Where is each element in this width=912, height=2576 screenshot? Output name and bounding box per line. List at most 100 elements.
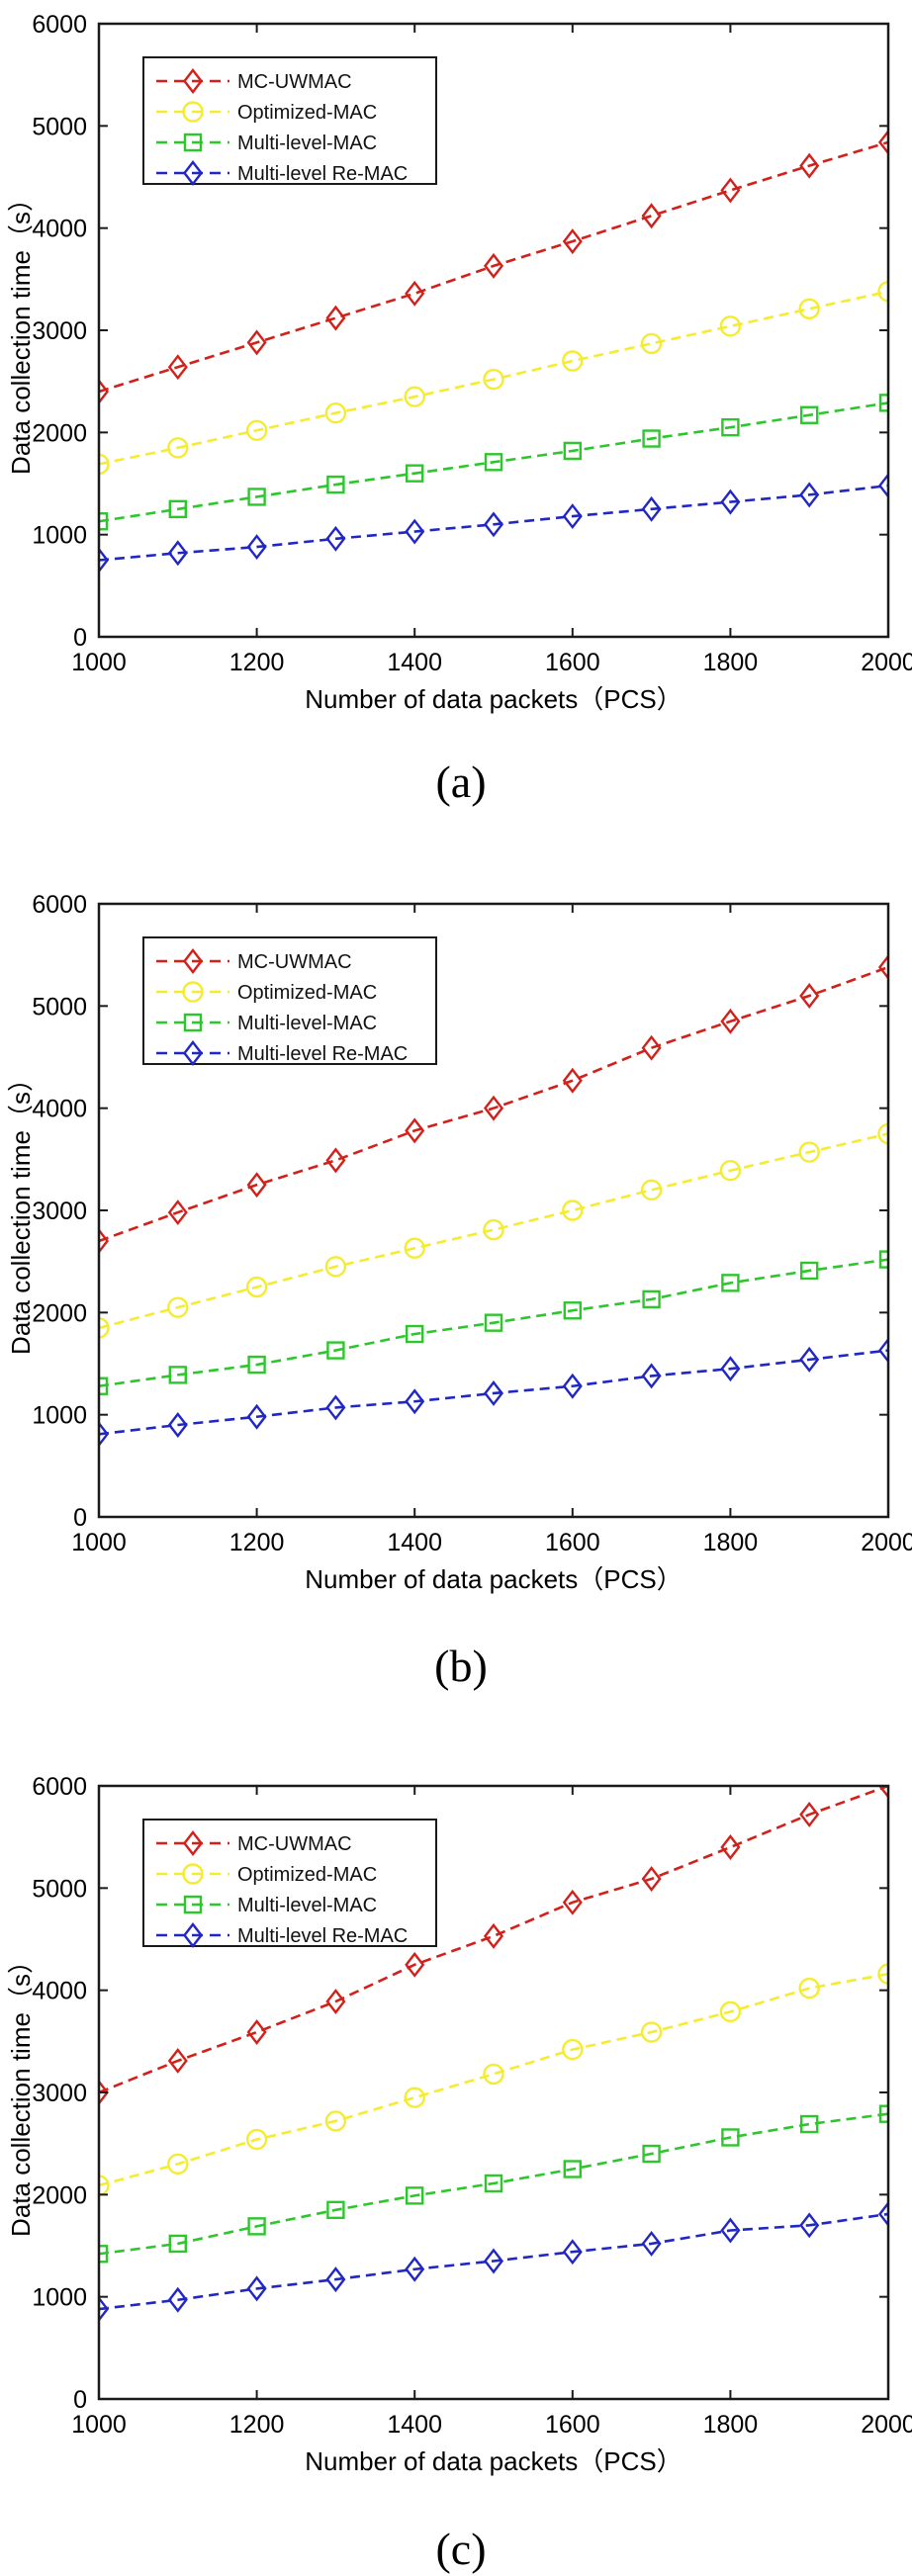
legend-label-Optimized-MAC: Optimized-MAC: [237, 102, 377, 124]
caption-a: (a): [435, 756, 486, 807]
series-line-MC-UWMAC: [98, 140, 889, 394]
series-group-b: [98, 954, 889, 1448]
legend-marker-Multi-level-MAC: [183, 133, 203, 152]
x-tick-label: 2000: [861, 1529, 912, 1556]
series-marker-Multi-level-MAC: [247, 488, 266, 506]
y-tick-label: 0: [73, 1504, 87, 1532]
series-marker-Multi-level-MAC: [800, 1261, 819, 1281]
series-marker-Multi-level Re-MAC: [405, 1388, 425, 1415]
series-marker-MC-UWMAC: [799, 983, 820, 1009]
series-marker-Optimized-MAC: [719, 315, 742, 337]
y-tick-label: 1000: [32, 522, 87, 550]
caption-c: (c): [435, 2524, 486, 2574]
series-marker-Optimized-MAC: [245, 419, 268, 441]
series-marker-MC-UWMAC: [167, 354, 188, 381]
series-marker-Multi-level Re-MAC: [641, 495, 662, 522]
chart-a: 1000 1200 1400 1600 1800 20000100020003000400…: [6, 11, 912, 807]
series-marker-MC-UWMAC: [325, 305, 346, 331]
series-marker-Optimized-MAC: [167, 2153, 189, 2176]
figure-c: 1000 1200 1400 1600 1800 2000 0 1000 2000 3000 400…: [0, 1717, 912, 2576]
series-marker-Multi-level Re-MAC: [325, 525, 346, 552]
y-tick-label: 4000: [32, 1978, 87, 2005]
legend-label-Multi-level Re-MAC: Multi-level Re-MAC: [237, 163, 408, 185]
series-line-MC-UWMAC: [98, 965, 889, 1243]
series-marker-Multi-level Re-MAC: [246, 1403, 267, 1430]
series-marker-Optimized-MAC: [798, 1141, 820, 1163]
series-marker-Multi-level Re-MAC: [562, 1373, 583, 1399]
series-marker-MC-UWMAC: [720, 1008, 741, 1034]
series-marker-Optimized-MAC: [640, 1179, 663, 1201]
x-axis-label: Number of data packets（PCS）: [305, 1564, 683, 1594]
y-tick-label: 6000: [32, 891, 87, 919]
series-marker-Optimized-MAC: [324, 1256, 347, 1278]
series-marker-Multi-level-MAC: [800, 405, 819, 424]
series-marker-MC-UWMAC: [483, 252, 504, 279]
series-marker-MC-UWMAC: [167, 1199, 188, 1226]
series-marker-Multi-level Re-MAC: [246, 2275, 267, 2302]
series-marker-Multi-level Re-MAC: [562, 503, 583, 530]
chart-c-plot: 1000 1200 1400 1600 1800 20000100020003000400…: [6, 1773, 912, 2476]
series-marker-Multi-level-MAC: [563, 2160, 582, 2178]
series-marker-Multi-level-MAC: [168, 499, 188, 519]
series-marker-Optimized-MAC: [719, 2000, 742, 2023]
series-marker-Multi-level-MAC: [484, 1313, 503, 1332]
series-marker-MC-UWMAC: [799, 1801, 820, 1827]
series-marker-Optimized-MAC: [483, 1218, 504, 1241]
series-marker-Optimized-MAC: [640, 332, 663, 355]
series-marker-Multi-level-MAC: [168, 1366, 188, 1384]
figure-b: 1000 1200 1400 1600 1800 2000 0 1000 2000 3000 400…: [0, 858, 912, 1717]
series-marker-Multi-level Re-MAC: [720, 489, 741, 515]
y-tick-label: 2000: [32, 1299, 87, 1327]
legend-label-Multi-level-MAC: Multi-level-MAC: [237, 1013, 377, 1034]
y-axis-label: Data collection time（s）: [6, 1066, 36, 1355]
series-marker-Multi-level-MAC: [247, 1355, 266, 1375]
x-axis-label: Number of data packets（PCS）: [305, 2446, 683, 2476]
y-tick-label: 3000: [32, 2080, 87, 2107]
legend-marker-Optimized-MAC: [182, 101, 204, 123]
legend-label-Optimized-MAC: Optimized-MAC: [237, 1864, 377, 1886]
series-group-a: [98, 129, 889, 574]
y-tick-label: 4000: [32, 1096, 87, 1123]
chart-b: 1000 1200 1400 1600 1800 20000100020003000400…: [6, 891, 912, 1691]
series-line-Optimized-MAC: [98, 1972, 889, 2187]
series-marker-Multi-level-MAC: [406, 1324, 424, 1344]
x-tick-label: 1200: [229, 649, 285, 676]
series-marker-Multi-level-MAC: [326, 2200, 345, 2220]
series-marker-Optimized-MAC: [245, 1276, 268, 1298]
series-marker-MC-UWMAC: [405, 1951, 425, 1978]
legend-marker-Multi-level Re-MAC: [182, 160, 204, 186]
series-marker-Optimized-MAC: [798, 298, 820, 319]
legend-label-MC-UWMAC: MC-UWMAC: [237, 951, 352, 973]
chart-b-plot: 1000 1200 1400 1600 1800 20000100020003000400…: [6, 891, 912, 1594]
x-tick-label: 1200: [229, 1529, 285, 1556]
series-line-Multi-level-MAC: [98, 1258, 889, 1388]
series-marker-MC-UWMAC: [167, 2048, 188, 2074]
y-tick-label: 1000: [32, 2284, 87, 2312]
series-marker-Multi-level-MAC: [168, 2234, 188, 2254]
x-tick-label: 1800: [703, 649, 759, 676]
x-tick-label: 1600: [545, 649, 600, 676]
series-marker-Multi-level Re-MAC: [483, 511, 504, 538]
series-marker-Optimized-MAC: [324, 402, 347, 424]
x-tick-label: 1000: [71, 2411, 127, 2439]
series-marker-MC-UWMAC: [562, 1067, 583, 1094]
series-marker-MC-UWMAC: [246, 1172, 267, 1199]
legend-marker-Multi-level Re-MAC: [182, 1040, 204, 1066]
legend-marker-MC-UWMAC: [182, 1830, 204, 1856]
series-marker-Multi-level Re-MAC: [167, 1412, 188, 1438]
series-marker-Multi-level-MAC: [563, 441, 582, 461]
series-marker-Multi-level Re-MAC: [562, 2239, 583, 2265]
series-marker-Multi-level Re-MAC: [799, 1346, 820, 1373]
series-marker-Multi-level Re-MAC: [405, 518, 425, 545]
x-axis-label: Number of data packets（PCS）: [305, 684, 683, 714]
series-marker-MC-UWMAC: [405, 1117, 425, 1144]
series-marker-MC-UWMAC: [641, 203, 662, 229]
series-marker-MC-UWMAC: [720, 1834, 741, 1860]
y-tick-label: 2000: [32, 2181, 87, 2209]
x-tick-label: 1400: [387, 1529, 442, 1556]
series-marker-Multi-level-MAC: [800, 2114, 819, 2134]
series-marker-MC-UWMAC: [799, 152, 820, 179]
legend-marker-Multi-level-MAC: [183, 1895, 203, 1914]
series-marker-Multi-level Re-MAC: [405, 2256, 425, 2282]
